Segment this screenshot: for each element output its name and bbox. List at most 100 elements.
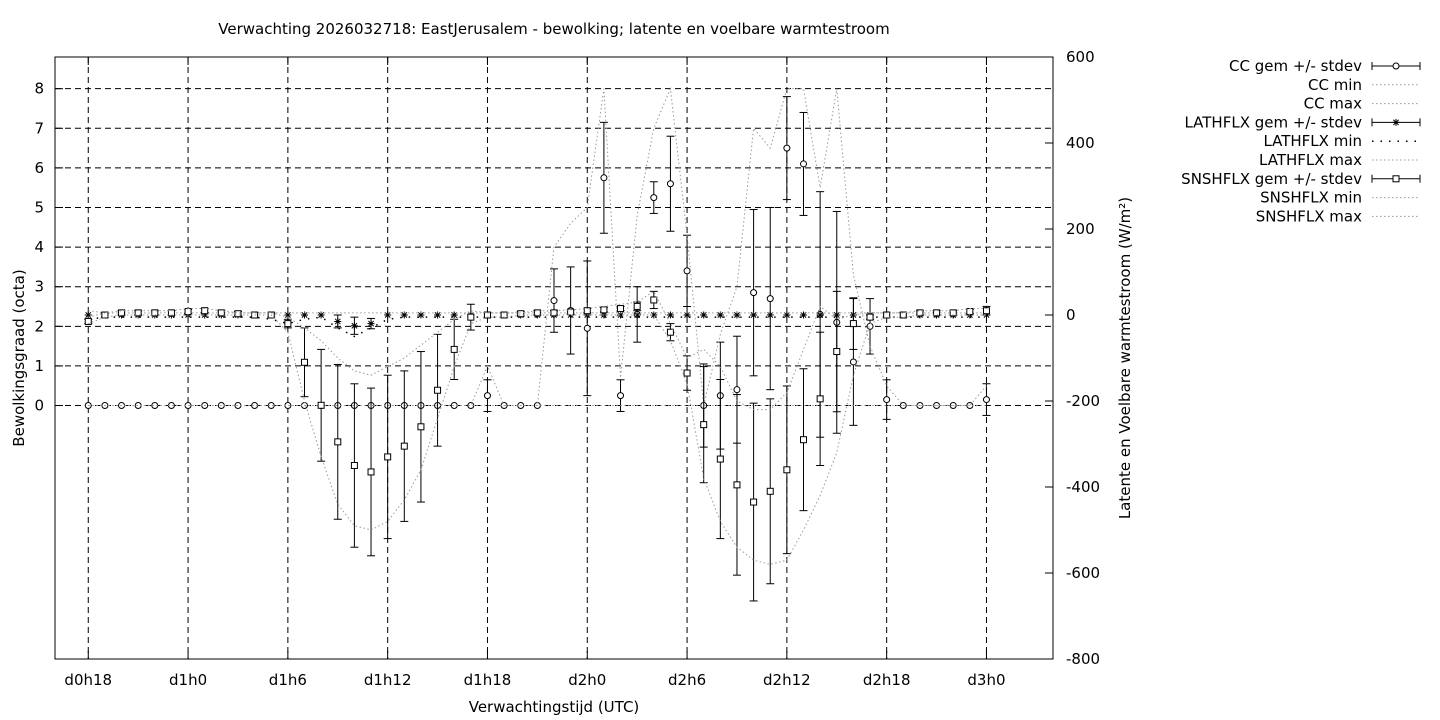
series-line [88, 290, 987, 411]
cc-point [617, 392, 625, 400]
cc-point [600, 174, 608, 182]
snshflx-point [517, 310, 525, 318]
series-4 [88, 316, 987, 338]
snshflx-point [101, 311, 109, 319]
legend-label: CC min [1308, 76, 1362, 94]
legend-label: CC gem +/- stdev [1229, 57, 1362, 75]
snshflx-point [933, 309, 941, 317]
y2-tick-label: 400 [1066, 134, 1095, 152]
lathflx-point [816, 311, 824, 319]
snshflx-point [833, 348, 841, 356]
y2-tick-label: -600 [1066, 564, 1100, 582]
y-tick-label: 6 [34, 159, 44, 177]
x-axis-label: Verwachtingstijd (UTC) [469, 698, 640, 716]
lathflx-point [617, 311, 625, 319]
lathflx-point [84, 311, 92, 319]
legend-item: LATHFLX min [1263, 132, 1420, 150]
x-tick-label: d1h6 [269, 671, 307, 689]
lathflx-point [800, 311, 807, 319]
cc-point [883, 396, 891, 404]
x-tick-label: d2h12 [763, 671, 811, 689]
cc-point [1392, 62, 1400, 70]
snshflx-point [866, 313, 874, 321]
snshflx-point [533, 309, 541, 317]
snshflx-point [849, 320, 857, 328]
lathflx-point [384, 311, 392, 319]
series-line [88, 314, 987, 565]
x-tick-label: d1h0 [169, 671, 207, 689]
snshflx-point [666, 328, 674, 336]
x-tick-label: d1h18 [464, 671, 512, 689]
lathflx-point [666, 311, 674, 319]
lathflx-point [284, 311, 292, 319]
series-layer [84, 86, 991, 602]
y2-tick-label: 200 [1066, 220, 1095, 238]
snshflx-point [450, 345, 458, 353]
cc-point [982, 396, 990, 404]
snshflx-point [384, 453, 392, 461]
cc-point [766, 295, 774, 303]
lathflx-point [301, 311, 308, 319]
grid [55, 57, 1053, 659]
y-tick-label: 1 [34, 357, 44, 375]
cc-point [267, 402, 275, 410]
snshflx-point [284, 320, 292, 328]
x-tick-label: d0h18 [64, 671, 112, 689]
legend-item: SNSHFLX gem +/- stdev [1181, 170, 1421, 188]
lathflx-point [633, 311, 641, 319]
y-axis-label: Bewolkingsgraad (octa) [10, 269, 28, 446]
lathflx-point [367, 320, 375, 328]
snshflx-point [400, 442, 408, 450]
series-8 [88, 290, 987, 411]
y-tick-label: 7 [34, 119, 44, 137]
legend-label: LATHFLX gem +/- stdev [1184, 113, 1362, 131]
y-tick-label: 4 [34, 238, 44, 256]
snshflx-point [766, 487, 774, 495]
lathflx-point [716, 311, 724, 319]
x-tick-label: d2h6 [668, 671, 706, 689]
lathflx-point [683, 311, 691, 319]
lathflx-point [766, 311, 774, 319]
y2-tick-label: -400 [1066, 478, 1100, 496]
snshflx-point [716, 455, 724, 463]
snshflx-point [750, 498, 758, 506]
lathflx-point [700, 311, 708, 319]
lathflx-point [201, 311, 209, 319]
y-tick-label: 2 [34, 317, 44, 335]
snshflx-point [966, 308, 974, 316]
cc-point [467, 402, 475, 410]
cc-point [234, 402, 242, 410]
lathflx-point [400, 311, 408, 319]
y2-tick-label: -800 [1066, 650, 1100, 668]
snshflx-point [567, 308, 575, 316]
axes: d0h18 d1h0 d1h6 d1h12 d1h18 d2h0 d2h6 d2h12 d2h1… [34, 48, 1100, 689]
y-tick-label: 5 [34, 199, 44, 217]
legend-label: SNSHFLX min [1260, 189, 1362, 207]
snshflx-point [467, 313, 475, 321]
lathflx-point [417, 311, 425, 319]
legend-label: SNSHFLX max [1256, 207, 1362, 225]
snshflx-point [201, 307, 209, 315]
legend-item: SNSHFLX max [1256, 207, 1420, 225]
lathflx-point [434, 311, 442, 319]
snshflx-point [650, 296, 658, 304]
cc-point [583, 324, 591, 332]
snshflx-point [700, 421, 708, 429]
y-tick-label: 0 [34, 397, 44, 415]
snshflx-point [367, 468, 375, 476]
snshflx-point [151, 309, 159, 317]
lathflx-point [750, 311, 758, 319]
y2-tick-label: 0 [1066, 306, 1076, 324]
snshflx-point [167, 309, 175, 317]
snshflx-point [483, 311, 491, 319]
chart-title: Verwachting 2026032718: EastJerusalem - … [218, 20, 889, 38]
snshflx-point [317, 401, 325, 409]
y-tick-label: 8 [34, 80, 44, 98]
lathflx-point [733, 311, 741, 319]
snshflx-point [1392, 175, 1400, 183]
snshflx-point [633, 302, 641, 310]
cc-point [866, 322, 874, 330]
snshflx-point [500, 311, 508, 319]
